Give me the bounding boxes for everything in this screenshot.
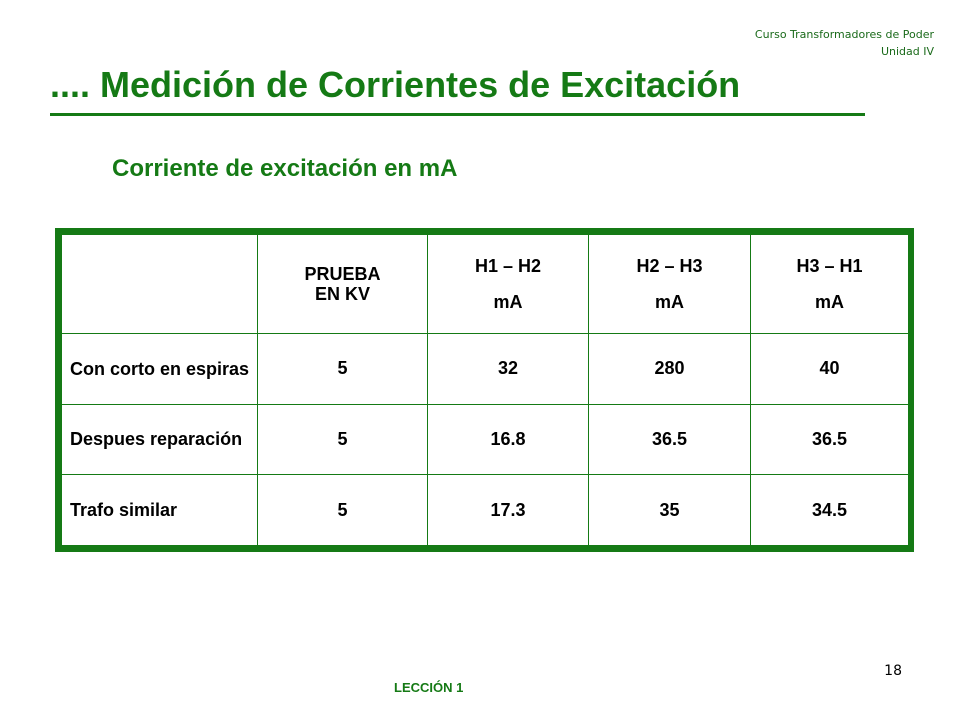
header-cell-kv: PRUEBA EN KV <box>257 234 428 334</box>
header-h1h2-line2: mA <box>493 292 523 312</box>
table-row: Con corto en espiras 5 32 280 40 <box>61 333 909 405</box>
header-h1h2-line1: H1 – H2 <box>474 256 542 276</box>
row-label: Con corto en espiras <box>61 333 258 405</box>
cell-h3h1: 36.5 <box>750 403 909 476</box>
cell-kv: 5 <box>257 403 428 476</box>
header-cell-h2h3: H2 – H3 mA <box>588 234 751 334</box>
cell-h2h3: 280 <box>588 333 751 405</box>
table-row: Trafo similar 5 17.3 35 34.5 <box>61 474 909 546</box>
course-title: Curso Transformadores de Poder <box>754 28 934 41</box>
row-label: Trafo similar <box>61 474 258 546</box>
cell-h3h1: 40 <box>750 333 909 405</box>
table-header-row: PRUEBA EN KV H1 – H2 mA H2 – H3 mA H3 – … <box>61 234 909 334</box>
cell-h2h3: 35 <box>588 474 751 546</box>
header-h3h1-line2: mA <box>814 292 844 312</box>
cell-kv: 5 <box>257 333 428 405</box>
cell-h1h2: 32 <box>427 333 589 405</box>
header-kv-line2: EN KV <box>314 284 370 304</box>
cell-h3h1: 34.5 <box>750 474 909 546</box>
title-underline <box>50 113 865 116</box>
header-h2h3-line2: mA <box>654 292 684 312</box>
cell-h1h2: 16.8 <box>427 403 589 476</box>
header-kv-line1: PRUEBA <box>304 264 381 284</box>
header-cell-h1h2: H1 – H2 mA <box>427 234 589 334</box>
lesson-label: LECCIÓN 1 <box>394 680 464 695</box>
table-row: Despues reparación 5 16.8 36.5 36.5 <box>61 403 909 476</box>
data-table-frame: PRUEBA EN KV H1 – H2 mA H2 – H3 mA H3 – … <box>55 228 914 552</box>
slide-title: .... Medición de Corrientes de Excitació… <box>50 64 741 105</box>
excitation-current-table: PRUEBA EN KV H1 – H2 mA H2 – H3 mA H3 – … <box>61 234 909 546</box>
header-h3h1-line1: H3 – H1 <box>796 256 863 276</box>
course-info: Curso Transformadores de Poder Unidad IV <box>755 26 934 60</box>
cell-h2h3: 36.5 <box>588 403 751 476</box>
slide-subtitle: Corriente de excitación en mA <box>112 155 458 182</box>
cell-kv: 5 <box>257 474 428 546</box>
row-label: Despues reparación <box>61 403 258 476</box>
header-cell-h3h1: H3 – H1 mA <box>750 234 909 334</box>
header-cell-empty <box>61 234 258 334</box>
page-number: 18 <box>884 663 902 679</box>
course-unit: Unidad IV <box>880 45 934 58</box>
cell-h1h2: 17.3 <box>427 474 589 546</box>
header-h2h3-line1: H2 – H3 <box>636 256 703 276</box>
